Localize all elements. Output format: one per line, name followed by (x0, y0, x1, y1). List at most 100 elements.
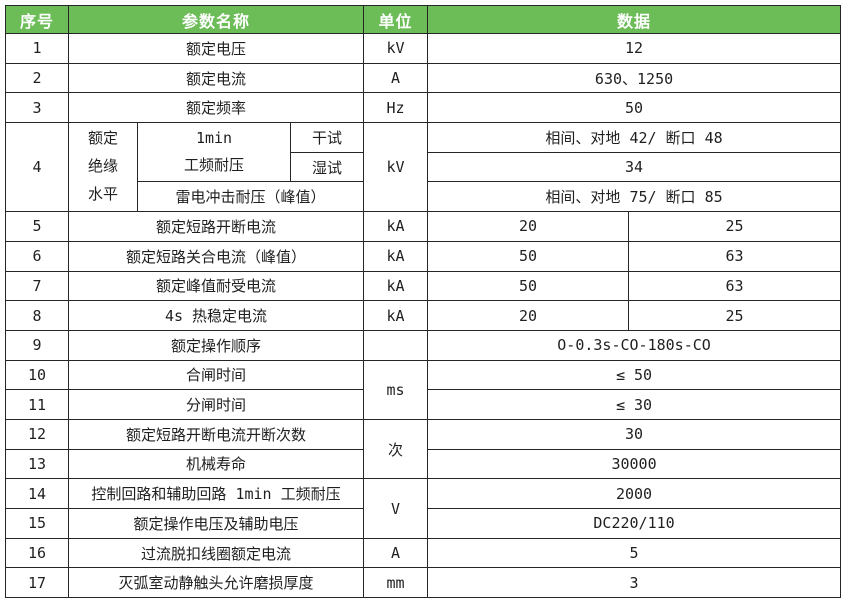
data-value: 12 (427, 33, 842, 64)
data-value: DC220/110 (427, 508, 842, 539)
unit-value: A (363, 537, 429, 569)
header-col-unit: 单位 (363, 5, 429, 34)
unit-value: ms (363, 359, 429, 420)
unit-value-empty (363, 329, 429, 361)
table-row: 湿试 34 (6, 151, 842, 183)
row-no: 2 (5, 62, 69, 94)
table-row: 17 灭弧室动静触头允许磨损厚度 mm 3 (5, 567, 842, 599)
table-row: 5 额定短路开断电流 kA 20 25 (5, 211, 842, 242)
table-row: 2 额定电流 A 630、1250 (5, 62, 842, 94)
unit-value: kA (363, 300, 429, 331)
param-group-insulation-level: 额定 绝缘 水平 (68, 122, 138, 213)
param-name: 过流脱扣线圈额定电流 (67, 537, 365, 569)
param-name: 额定频率 (67, 92, 365, 124)
table-row: 4 额定 绝缘 水平 1min 工频耐压 干试 kV 相间、对地 42/ 断口 … (5, 122, 842, 213)
row-no: 8 (5, 300, 69, 331)
data-value: 相间、对地 75/ 断口 85 (427, 181, 842, 213)
param-name: 额定峰值耐受电流 (67, 270, 365, 302)
header-col-data: 数据 (427, 5, 842, 34)
data-value: 25 (628, 211, 842, 242)
data-value: 50 (427, 270, 630, 302)
data-value: 相间、对地 42/ 断口 48 (427, 122, 842, 153)
data-value: ≤ 50 (427, 359, 842, 391)
row-no: 12 (5, 418, 69, 450)
unit-value: Hz (363, 92, 429, 124)
row-no: 6 (5, 240, 69, 272)
data-value: O-0.3s-CO-180s-CO (427, 329, 842, 361)
unit-value: A (363, 62, 429, 94)
param-name: 合闸时间 (67, 359, 365, 391)
param-name: 额定短路开断电流开断次数 (67, 418, 365, 450)
unit-value: kV (363, 33, 429, 64)
param-name: 4s 热稳定电流 (67, 300, 365, 331)
table-row: 雷电冲击耐压（峰值） 相间、对地 75/ 断口 85 (6, 181, 842, 213)
unit-value: 次 (363, 418, 429, 480)
header-row: 序号 参数名称 单位 数据 (5, 5, 842, 34)
data-value: 3 (427, 567, 842, 599)
table-row: 3 额定频率 Hz 50 (5, 92, 842, 124)
data-value: 63 (628, 270, 842, 302)
data-value: 25 (628, 300, 842, 331)
param-name: 额定电流 (67, 62, 365, 94)
param-sub-dry-test: 干试 (289, 122, 365, 153)
param-name-power-frequency: 1min 工频耐压 (137, 122, 291, 183)
table-row: 1 额定电压 kV 12 (5, 33, 842, 64)
data-value: 30000 (427, 448, 842, 480)
param-name: 机械寿命 (67, 448, 365, 480)
param-name: 额定短路开断电流 (67, 211, 365, 242)
data-value: ≤ 30 (427, 389, 842, 420)
param-name-lightning-impulse: 雷电冲击耐压（峰值） (136, 181, 365, 213)
data-value: 50 (427, 240, 630, 272)
table-row: 7 额定峰值耐受电流 kA 50 63 (5, 270, 842, 302)
table-row: 11 分闸时间 ≤ 30 (5, 389, 842, 420)
table-row: 13 机械寿命 30000 (5, 448, 842, 480)
unit-value: kA (363, 211, 429, 242)
row-no: 10 (5, 359, 69, 391)
row-no: 3 (5, 92, 69, 124)
data-value: 2000 (427, 478, 842, 509)
row-no: 9 (5, 329, 69, 361)
param-name: 额定短路关合电流（峰值） (67, 240, 365, 272)
row-no: 5 (5, 211, 69, 242)
unit-value: kA (363, 240, 429, 272)
row-no: 4 (5, 122, 69, 213)
data-value: 50 (427, 92, 842, 124)
data-value: 63 (628, 240, 842, 272)
param-name: 控制回路和辅助回路 1min 工频耐压 (67, 478, 365, 509)
table-row: 8 4s 热稳定电流 kA 20 25 (5, 300, 842, 331)
table-row: 6 额定短路关合电流（峰值） kA 50 63 (5, 240, 842, 272)
unit-value: kV (363, 122, 429, 213)
header-col-no: 序号 (5, 5, 69, 34)
header-col-name: 参数名称 (67, 5, 365, 34)
param-name: 额定电压 (67, 33, 365, 64)
param-sub-wet-test: 湿试 (289, 151, 365, 183)
param-name: 分闸时间 (67, 389, 365, 420)
data-value: 20 (427, 211, 630, 242)
row-no: 17 (5, 567, 69, 599)
unit-value: mm (363, 567, 429, 599)
data-value: 5 (427, 537, 842, 569)
table-row: 12 额定短路开断电流开断次数 次 30 (5, 418, 842, 480)
param-name: 额定操作顺序 (67, 329, 365, 361)
param-name: 额定操作电压及辅助电压 (67, 508, 365, 539)
row-no: 14 (5, 478, 69, 509)
table-row: 16 过流脱扣线圈额定电流 A 5 (5, 537, 842, 569)
unit-value: kA (363, 270, 429, 302)
row-no: 16 (5, 537, 69, 569)
row-no: 15 (5, 508, 69, 539)
table-row: 9 额定操作顺序 O-0.3s-CO-180s-CO (5, 329, 842, 361)
row-no: 11 (5, 389, 69, 420)
parameter-spec-table: 序号 参数名称 单位 数据 1 额定电压 kV 12 2 额定电流 A 630、… (5, 5, 842, 599)
unit-value: V (363, 478, 429, 539)
data-value: 34 (427, 151, 842, 183)
row-no: 7 (5, 270, 69, 302)
table-row: 15 额定操作电压及辅助电压 DC220/110 (5, 508, 842, 539)
data-value: 30 (427, 418, 842, 450)
row-no: 1 (5, 33, 69, 64)
table-row: 10 合闸时间 ms ≤ 50 (5, 359, 842, 420)
data-value: 20 (427, 300, 630, 331)
param-name: 灭弧室动静触头允许磨损厚度 (67, 567, 365, 599)
row-no: 13 (5, 448, 69, 480)
data-value: 630、1250 (427, 62, 842, 94)
